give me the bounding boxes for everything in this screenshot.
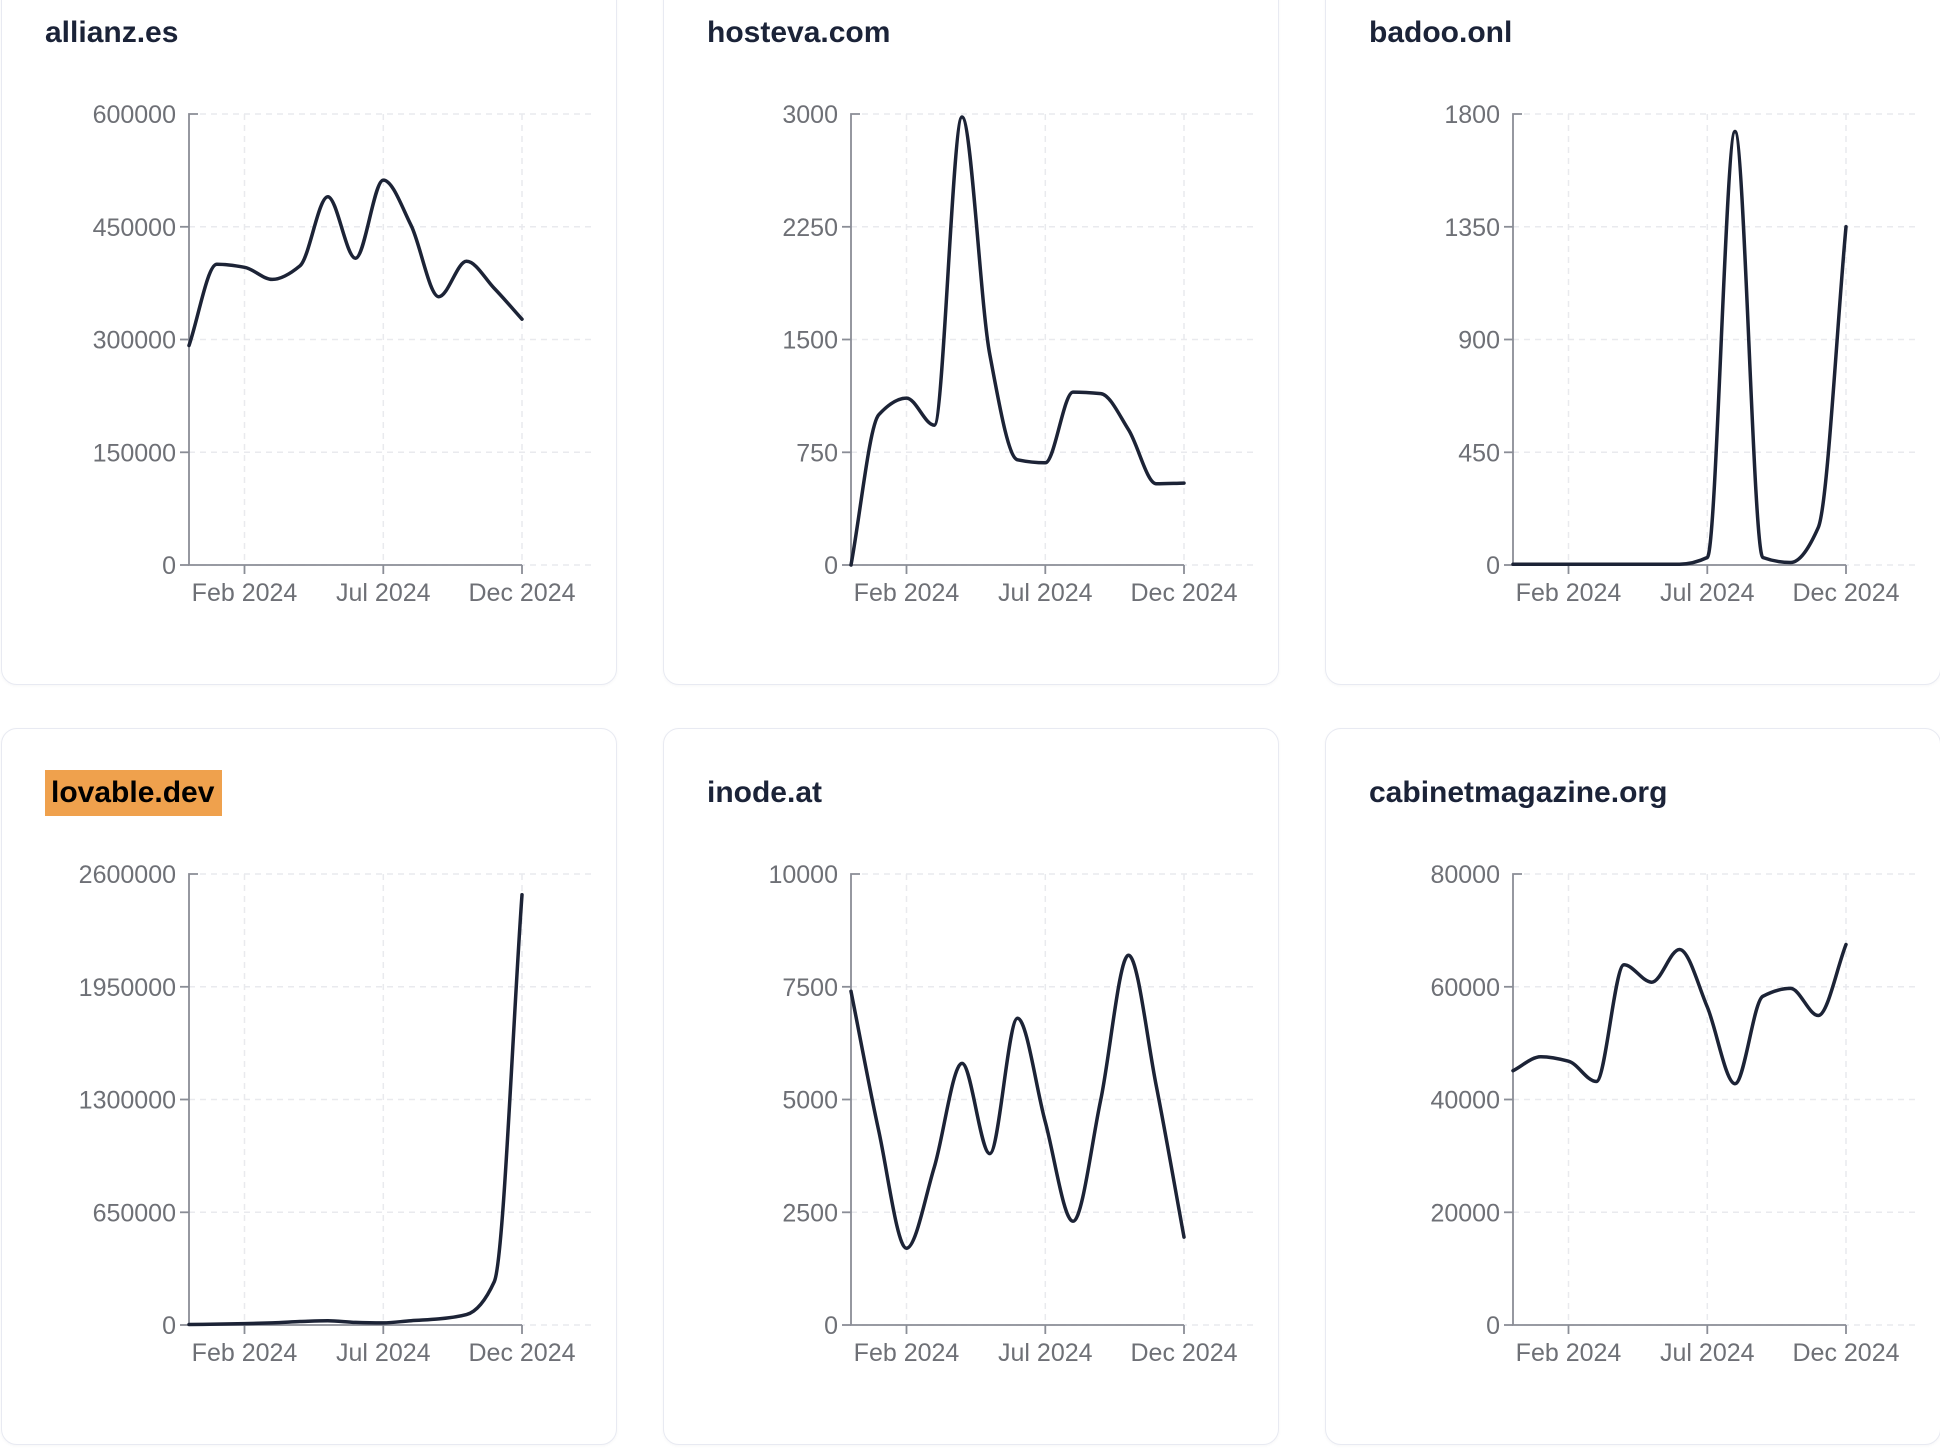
y-tick-label: 900 [1458,327,1500,355]
y-tick-label: 0 [162,552,176,580]
y-tick-label: 300000 [93,327,176,355]
domain-title-text: lovable.dev [45,770,223,816]
domain-chart-card: inode.at 0 2500 5000 7500 10000 Feb 2024 Jul 2… [663,728,1279,1445]
y-tick-label: 650000 [93,1199,176,1227]
domain-title-text: hosteva.com [707,16,891,49]
y-tick-label: 600000 [93,101,176,129]
series-line [849,953,1186,1251]
y-tick-label: 2600000 [79,861,176,889]
series-line [187,178,524,348]
x-tick-label: Jul 2024 [998,1339,1093,1367]
domain-chart-card: allianz.es 0 150000 300000 450000 600000 Feb … [1,0,617,685]
series-line [1511,129,1848,566]
x-tick-label: Feb 2024 [854,579,960,607]
x-tick-label: Jul 2024 [336,1339,431,1367]
domain-title: cabinetmagazine.org [1369,776,1667,810]
y-tick-label: 80000 [1430,861,1500,889]
series-line [1511,942,1848,1086]
x-tick-label: Dec 2024 [1792,579,1899,607]
x-tick-label: Feb 2024 [1516,1339,1622,1367]
line-chart: 0 650000 1300000 1950000 2600000 Feb 2024 Jul … [79,861,592,1367]
domain-title: hosteva.com [707,16,890,50]
x-tick-label: Jul 2024 [1660,579,1755,607]
domain-title: badoo.onl [1369,16,1512,50]
y-tick-label: 1800 [1444,101,1500,129]
domain-chart-card: cabinetmagazine.org 0 20000 40000 60000 8000… [1325,728,1940,1445]
x-tick-label: Feb 2024 [192,1339,298,1367]
y-tick-label: 450 [1458,439,1500,467]
y-tick-label: 0 [824,1312,838,1340]
y-tick-label: 20000 [1430,1199,1500,1227]
domain-title: allianz.es [45,16,178,50]
y-tick-label: 450000 [93,214,176,242]
x-tick-label: Dec 2024 [468,1339,575,1367]
line-chart: 0 20000 40000 60000 80000 Feb 2024 Jul 2024 Dec… [1430,861,1916,1367]
x-tick-label: Jul 2024 [336,579,431,607]
domain-chart-card: hosteva.com 0 750 1500 2250 3000 Feb 2024 Jul … [663,0,1279,685]
y-tick-label: 1950000 [79,974,176,1002]
series-line [187,893,524,1327]
y-tick-label: 0 [824,552,838,580]
x-tick-label: Feb 2024 [192,579,298,607]
line-chart: 0 2500 5000 7500 10000 Feb 2024 Jul 2024 Dec 20… [768,861,1254,1367]
y-tick-label: 2250 [782,214,838,242]
domain-title-text: allianz.es [45,16,179,49]
x-tick-label: Feb 2024 [1516,579,1622,607]
y-tick-label: 150000 [93,439,176,467]
domain-title: inode.at [707,776,822,810]
y-tick-label: 1350 [1444,214,1500,242]
domain-chart-card: badoo.onl 0 450 900 1350 1800 Feb 2024 Jul 202… [1325,0,1940,685]
y-tick-label: 1500 [782,327,838,355]
y-tick-label: 5000 [782,1087,838,1115]
y-tick-label: 60000 [1430,974,1500,1002]
y-tick-label: 10000 [768,861,838,889]
x-tick-label: Dec 2024 [1792,1339,1899,1367]
domain-title-text: badoo.onl [1369,16,1513,49]
series-line [849,115,1186,567]
x-tick-label: Feb 2024 [854,1339,960,1367]
y-tick-label: 40000 [1430,1087,1500,1115]
y-tick-label: 0 [1486,1312,1500,1340]
y-tick-label: 0 [1486,552,1500,580]
y-tick-label: 0 [162,1312,176,1340]
x-tick-label: Dec 2024 [1130,579,1237,607]
domain-chart-card: lovable.dev 0 650000 1300000 1950000 2600000… [1,728,617,1445]
domain-title: lovable.dev [45,770,223,816]
line-chart: 0 450 900 1350 1800 Feb 2024 Jul 2024 Dec 2024 [1444,101,1916,607]
y-tick-label: 3000 [782,101,838,129]
y-tick-label: 7500 [782,974,838,1002]
domain-title-text: cabinetmagazine.org [1369,776,1668,809]
x-tick-label: Jul 2024 [1660,1339,1755,1367]
y-tick-label: 750 [796,439,838,467]
x-tick-label: Dec 2024 [1130,1339,1237,1367]
x-tick-label: Jul 2024 [998,579,1093,607]
y-tick-label: 2500 [782,1199,838,1227]
y-tick-label: 1300000 [79,1087,176,1115]
x-tick-label: Dec 2024 [468,579,575,607]
domain-title-text: inode.at [707,776,823,809]
line-chart: 0 150000 300000 450000 600000 Feb 2024 Jul 202… [93,101,592,607]
line-chart: 0 750 1500 2250 3000 Feb 2024 Jul 2024 Dec 2024 [782,101,1254,607]
